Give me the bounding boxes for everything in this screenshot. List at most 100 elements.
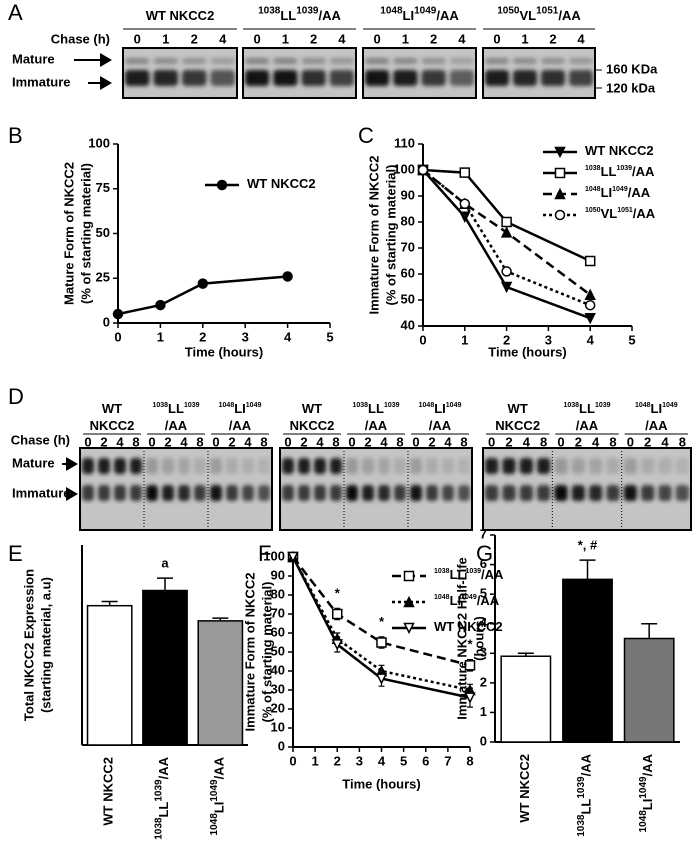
lane-label: 8 xyxy=(196,434,203,449)
group-label: 1048LI1049 xyxy=(635,401,678,416)
arrow-head xyxy=(100,53,112,67)
blot-band xyxy=(485,458,499,474)
text-part: 1039 xyxy=(616,165,632,172)
blot-band xyxy=(410,485,422,501)
blot-band xyxy=(589,485,603,501)
lane-label: 0 xyxy=(348,434,355,449)
text-part: WT xyxy=(302,401,322,416)
lane-label: 0 xyxy=(374,31,381,46)
lane-label: 2 xyxy=(228,434,235,449)
text-part: WT xyxy=(102,401,122,416)
lane-label: 8 xyxy=(540,434,547,449)
marker xyxy=(459,211,471,223)
text-part: /AA xyxy=(436,8,459,23)
text-part: LI xyxy=(651,401,663,416)
text-part: /AA xyxy=(429,418,452,433)
x-tick-label: 8 xyxy=(466,753,473,768)
lane-label: 2 xyxy=(505,434,512,449)
text-part: LI xyxy=(450,593,462,608)
text-part: WT NKCC2 xyxy=(434,619,503,634)
blot-band xyxy=(442,485,454,501)
blot-band xyxy=(114,485,126,501)
y-tick-label: 110 xyxy=(394,135,415,150)
x-tick-label: 5 xyxy=(326,329,333,344)
group-label: NKCC2 xyxy=(495,418,540,433)
blot-band xyxy=(362,458,374,474)
blot-band xyxy=(541,58,565,64)
x-tick-label: 6 xyxy=(422,753,429,768)
text-part: /AA xyxy=(632,164,655,179)
blot-band xyxy=(641,458,655,474)
legend-label: WT NKCC2 xyxy=(585,143,654,158)
blot-band xyxy=(226,458,238,474)
y-tick-label: 1 xyxy=(480,704,487,719)
y-axis-label: Total NKCC2 Expression xyxy=(21,569,36,721)
blot-band xyxy=(314,458,326,474)
x-tick-label: 3 xyxy=(242,329,249,344)
lane-label: 2 xyxy=(549,31,556,46)
text-part: NKCC2 xyxy=(495,418,540,433)
blot-band xyxy=(162,485,174,501)
lane-label: 0 xyxy=(134,31,141,46)
group-label: NKCC2 xyxy=(290,418,335,433)
x-tick-label: 1 xyxy=(312,753,319,768)
blot-band xyxy=(421,58,446,64)
blot-band xyxy=(226,485,238,501)
blot-band xyxy=(242,458,254,474)
error-bar xyxy=(157,577,173,591)
blot-band xyxy=(282,458,294,474)
text-part: /AA xyxy=(579,753,594,776)
text-part: /AA xyxy=(645,418,668,433)
x-tick-label: 1048LI1049/AA xyxy=(209,756,227,835)
text-part: NKCC2 xyxy=(290,418,335,433)
text-part: /AA xyxy=(212,756,227,779)
lane-label: 1 xyxy=(282,31,289,46)
lane-label: 8 xyxy=(679,434,686,449)
x-tick-label: 4 xyxy=(587,332,595,347)
x-tick-label: 0 xyxy=(289,753,296,768)
annotation: * xyxy=(335,585,341,600)
text-part: 1049 xyxy=(637,776,648,799)
text-part: /AA xyxy=(558,8,581,23)
blot-band xyxy=(182,70,207,86)
text-part: 1039 xyxy=(465,568,481,575)
series-line xyxy=(422,169,591,320)
text-part: /AA xyxy=(365,418,388,433)
series-line xyxy=(291,556,471,699)
text-part: 1051 xyxy=(617,207,633,214)
bar xyxy=(197,620,244,746)
y-axis-label: Mature Form of NKCC2 xyxy=(61,162,76,305)
marker xyxy=(375,673,388,685)
text-part: 1049 xyxy=(461,594,477,601)
y-tick-label: 0 xyxy=(278,738,285,753)
y-tick-label: 80 xyxy=(271,586,285,601)
x-tick-label: 0 xyxy=(114,329,121,344)
x-tick-label: 4 xyxy=(284,329,292,344)
text-part: 1039 xyxy=(384,402,400,409)
marker xyxy=(464,692,476,704)
blot-band xyxy=(485,58,509,64)
group-label: 1048LI1049 xyxy=(219,401,262,416)
blot-band xyxy=(623,485,637,501)
lane-label: 0 xyxy=(148,434,155,449)
y-tick-label: 2 xyxy=(480,674,487,689)
bar xyxy=(562,578,613,743)
y-tick-label: 40 xyxy=(271,662,285,677)
y-axis-label: (% of starting material) xyxy=(78,163,93,304)
lane-label: 8 xyxy=(132,434,139,449)
blot-band xyxy=(130,485,142,501)
marker xyxy=(417,164,429,176)
x-tick-label: 1038LL1039/AA xyxy=(153,756,171,839)
text-part: 1048 xyxy=(419,402,435,409)
marker xyxy=(584,255,596,267)
blot-band xyxy=(346,458,358,474)
text-part: NKCC2 xyxy=(90,418,135,433)
blot-band xyxy=(442,458,454,474)
lane-label: 0 xyxy=(284,434,291,449)
text-part: 1039 xyxy=(595,402,611,409)
x-tick-label: 2 xyxy=(334,753,341,768)
marker xyxy=(287,551,299,564)
blot-band xyxy=(485,485,499,501)
blot-band xyxy=(569,58,593,64)
group-label: WT xyxy=(102,401,122,416)
